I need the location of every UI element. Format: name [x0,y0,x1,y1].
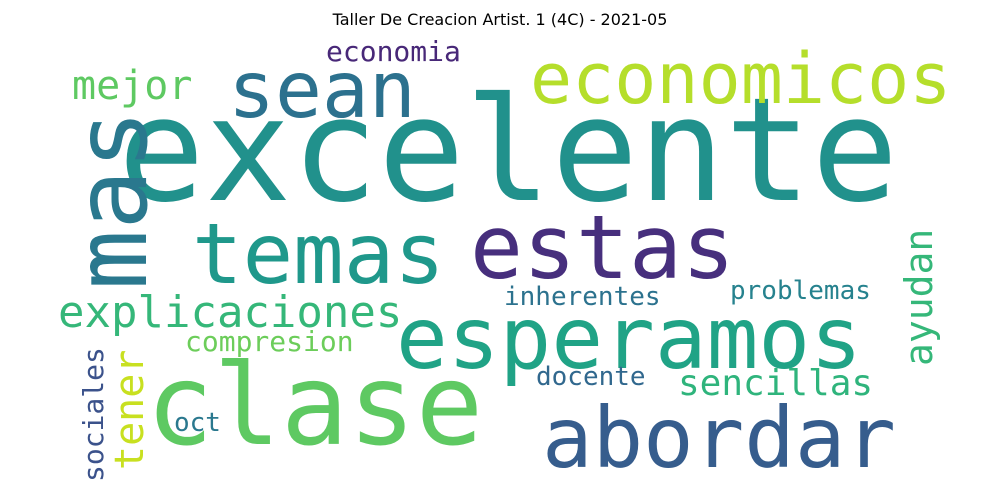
word-mas: mas [53,109,170,290]
word-oct: oct [174,408,221,438]
word-tener: tener [107,349,153,470]
word-esperamos: esperamos [396,289,862,389]
word-clase: clase [146,341,484,471]
word-compresion: compresion [185,325,354,358]
word-ayudan: ayudan [897,228,941,366]
figure-title: Taller De Creacion Artist. 1 (4C) - 2021… [332,10,668,29]
word-sencillas: sencillas [678,363,874,404]
word-problemas: problemas [730,276,871,306]
word-abordar: abordar [542,389,897,487]
word-sociales: sociales [77,347,110,482]
word-docente: docente [536,362,646,392]
word-economicos: economicos [530,38,952,120]
word-sean: sean [228,46,416,136]
word-estas: estas [470,196,735,299]
word-explicaciones: explicaciones [58,287,403,338]
word-temas: temas [192,205,445,303]
word-mejor: mejor [72,63,193,109]
word-economia: economia [326,35,461,68]
word-inherentes: inherentes [504,282,661,312]
word-excelente: excelente [118,66,899,234]
